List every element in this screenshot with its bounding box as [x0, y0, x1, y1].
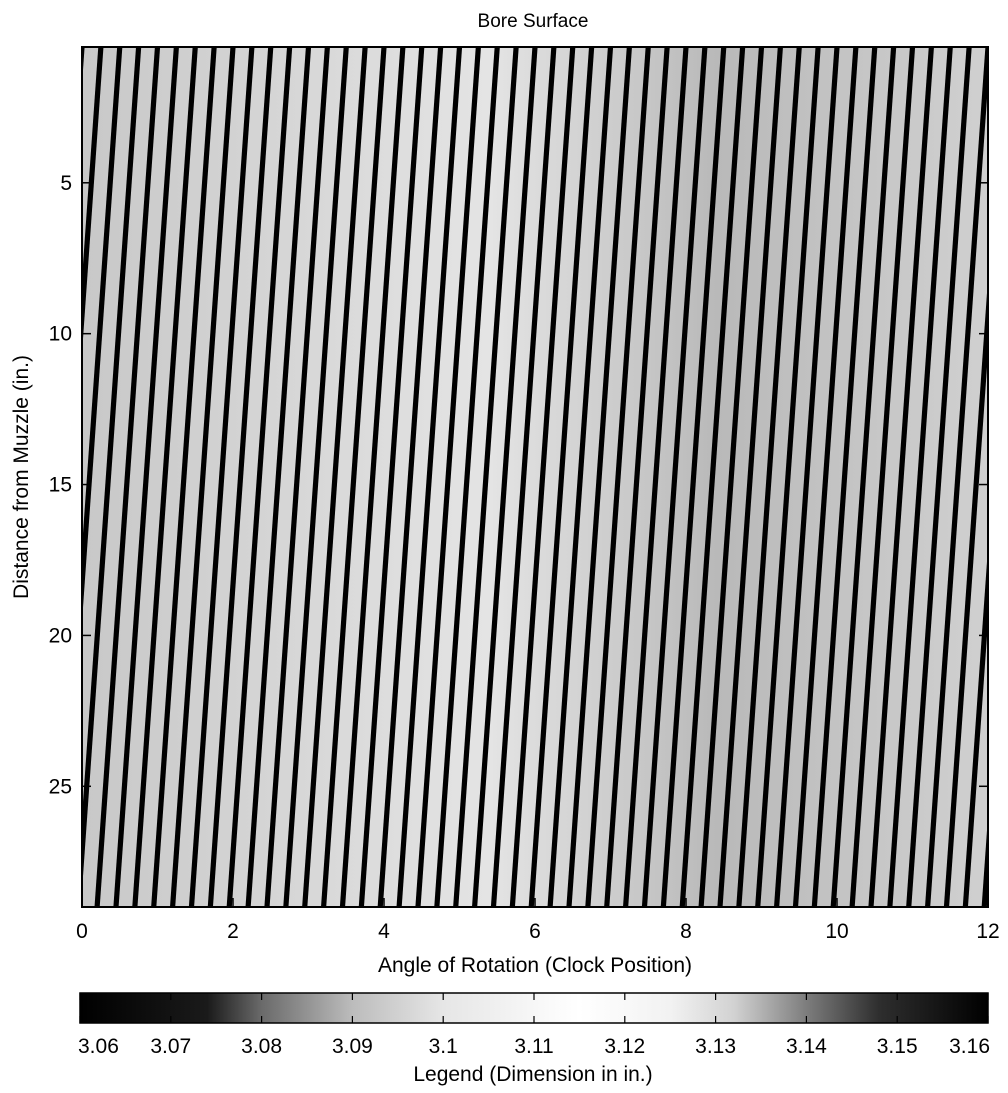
- groove-line: [943, 278, 988, 907]
- colorbar-tick-label: 3.14: [786, 1035, 827, 1058]
- groove-line: [321, 47, 387, 907]
- groove-line: [698, 47, 765, 907]
- groove-line: [566, 47, 632, 907]
- colorbar-tick-label: 3.1: [429, 1035, 458, 1058]
- groove-line: [358, 47, 425, 907]
- colorbar-tick-label: 3.07: [150, 1035, 191, 1058]
- groove-line: [490, 47, 557, 907]
- groove-line: [82, 47, 104, 353]
- colorbar-tick-label: 3.16: [949, 1035, 990, 1058]
- groove-line: [377, 47, 444, 907]
- groove-line: [792, 47, 859, 907]
- groove-line: [811, 47, 878, 907]
- x-axis-ticks: 0 2 4 6 8 10 12: [76, 47, 1000, 943]
- groove-line: [207, 47, 274, 907]
- groove-line: [113, 47, 179, 907]
- y-tick-label: 25: [49, 775, 72, 798]
- plot-area: [81, 46, 1008, 908]
- groove-line: [415, 47, 481, 907]
- colorbar-tick-label: 3.08: [241, 1035, 282, 1058]
- colorbar-tick-label: 3.13: [695, 1035, 736, 1058]
- groove-line: [736, 47, 802, 907]
- y-tick-label: 10: [49, 323, 72, 346]
- colorbar-label: Legend (Dimension in in.): [413, 1063, 652, 1086]
- x-tick-label: 12: [976, 920, 999, 943]
- groove-line: [906, 47, 972, 907]
- groove-line: [396, 47, 463, 907]
- groove-line: [887, 47, 953, 907]
- x-tick-label: 2: [227, 920, 239, 943]
- x-tick-label: 10: [825, 920, 848, 943]
- groove-line: [82, 47, 123, 622]
- groove-line: [641, 47, 708, 907]
- colorbar-tick-label: 3.06: [78, 1035, 119, 1058]
- groove-line: [264, 47, 330, 907]
- groove-line: [830, 47, 897, 907]
- groove-line: [509, 47, 576, 907]
- groove-line: [925, 47, 988, 907]
- groove-line: [245, 47, 312, 907]
- x-axis-label: Angle of Rotation (Clock Position): [378, 954, 692, 977]
- colorbar-tick-label: 3.15: [877, 1035, 918, 1058]
- colorbar-tick-label: 3.12: [604, 1035, 645, 1058]
- y-axis-label: Distance from Muzzle (in.): [10, 355, 33, 599]
- groove-line: [585, 47, 651, 907]
- x-tick-label: 0: [76, 920, 88, 943]
- groove-line: [755, 47, 821, 907]
- groove-line: [604, 47, 670, 907]
- groove-line: [226, 47, 293, 907]
- groove-line: [1003, 47, 1008, 907]
- groove-line: [82, 47, 142, 891]
- groove-line: [453, 47, 519, 907]
- groove-line: [132, 47, 198, 907]
- groove-line: [472, 47, 538, 907]
- groove-line: [434, 47, 500, 907]
- groove-line: [962, 547, 988, 907]
- y-tick-label: 5: [60, 172, 72, 195]
- colorbar-ticks: 3.06 3.07 3.08 3.09 3.1 3.11 3.12 3.13 3.14 3.15 3…: [78, 993, 990, 1058]
- groove-line: [849, 47, 916, 907]
- groove-line: [774, 47, 840, 907]
- groove-line: [151, 47, 217, 907]
- colorbar-tick-label: 3.09: [332, 1035, 373, 1058]
- groove-line: [868, 47, 934, 907]
- groove-line: [302, 47, 368, 907]
- groove-line: [623, 47, 689, 907]
- x-tick-label: 8: [680, 920, 692, 943]
- groove-line: [170, 47, 236, 907]
- groove-line: [94, 47, 161, 907]
- plot-background: [82, 47, 988, 907]
- chart-title: Bore Surface: [478, 11, 589, 32]
- groove-lines: [82, 47, 1008, 907]
- groove-line: [188, 47, 255, 907]
- groove-line: [339, 47, 406, 907]
- y-tick-label: 20: [49, 624, 72, 647]
- groove-line: [717, 47, 783, 907]
- colorbar-tick-label: 3.11: [514, 1035, 553, 1058]
- groove-line: [528, 47, 595, 907]
- x-tick-label: 6: [529, 920, 541, 943]
- groove-line: [679, 47, 746, 907]
- groove-line: [283, 47, 349, 907]
- y-axis-ticks: 5 10 15 20 25: [49, 172, 988, 798]
- colorbar: 3.06 3.07 3.08 3.09 3.1 3.11 3.12 3.13 3.14 3.15 3…: [78, 992, 990, 1086]
- groove-line: [547, 47, 614, 907]
- x-tick-label: 4: [378, 920, 390, 943]
- y-tick-label: 15: [49, 474, 72, 497]
- groove-line: [660, 47, 727, 907]
